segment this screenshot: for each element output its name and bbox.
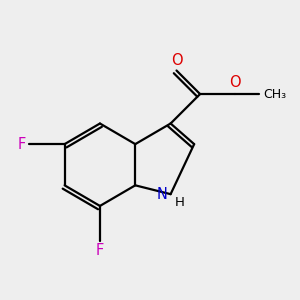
Text: F: F [18, 136, 26, 152]
Text: F: F [96, 243, 104, 258]
Text: H: H [175, 196, 185, 209]
Text: O: O [230, 75, 241, 90]
Text: O: O [171, 52, 182, 68]
Text: CH₃: CH₃ [263, 88, 286, 100]
Text: N: N [157, 187, 168, 202]
